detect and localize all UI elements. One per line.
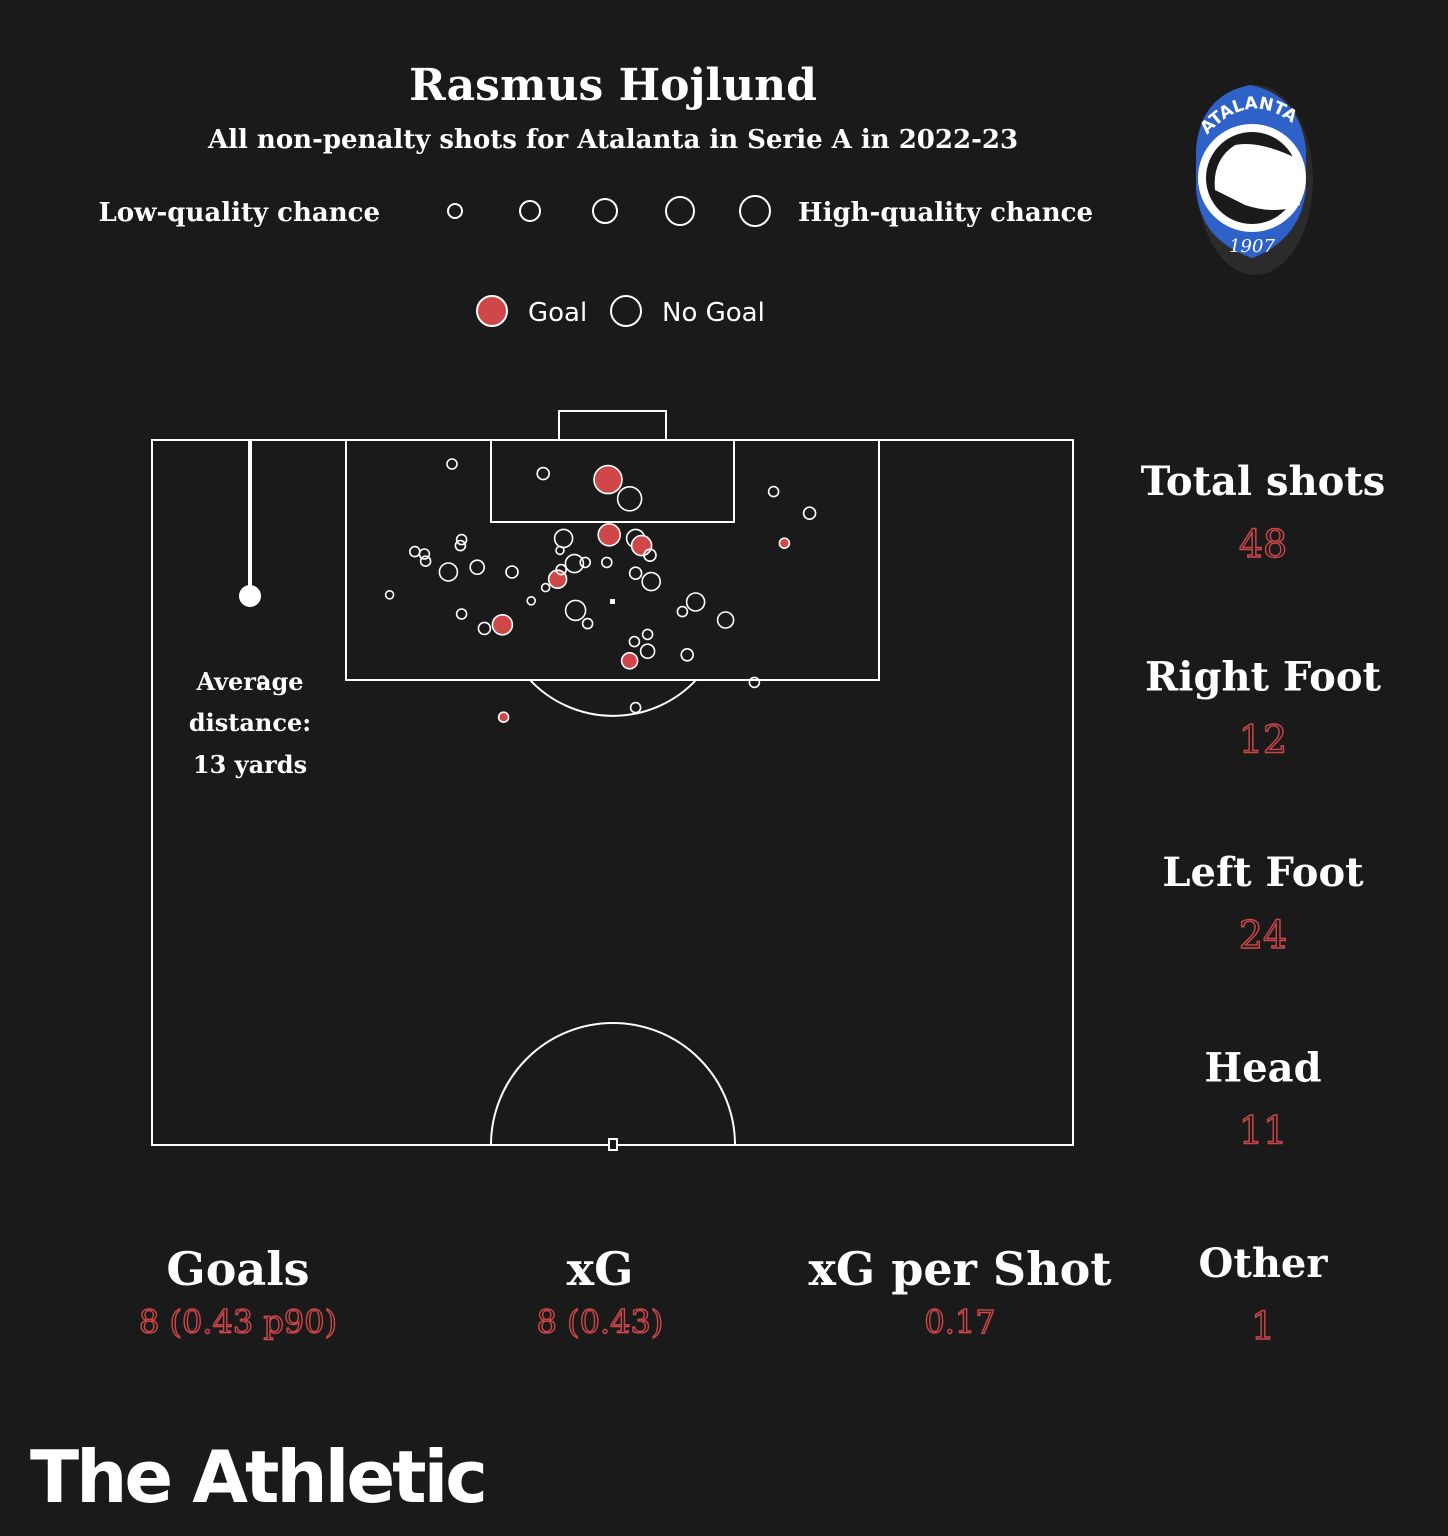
average-label: Average: [195, 667, 303, 696]
pitch: [151, 410, 1074, 1151]
crest: ATALANTA 1907: [1196, 85, 1313, 275]
shot: [454, 539, 467, 552]
shot: [802, 506, 817, 521]
stat-label: Total shots: [1141, 458, 1386, 505]
shot: [555, 545, 565, 556]
shot: [536, 466, 551, 481]
stat-value: 24: [1239, 913, 1287, 957]
shot: [579, 556, 592, 569]
shot: [748, 676, 761, 689]
shot: [505, 565, 519, 579]
shot: [641, 628, 654, 641]
legend-goal-swatch: [476, 295, 508, 327]
shot: [257, 675, 268, 685]
shot-goal: [491, 613, 514, 636]
summary-label: Goals: [166, 1242, 309, 1296]
shot: [676, 605, 689, 618]
shot: [477, 621, 492, 636]
legend-goal: Goal: [528, 298, 587, 328]
shot-goal: [497, 711, 510, 724]
shot: [680, 647, 695, 662]
shot-goal: [630, 534, 653, 557]
shot-goal: [778, 537, 791, 550]
brand: The Athletic: [30, 1435, 485, 1519]
shot: [564, 599, 587, 622]
shot: [767, 485, 780, 498]
average-label: 13 yards: [193, 750, 307, 779]
stat-label: Right Foot: [1145, 654, 1381, 701]
shot: [419, 555, 432, 568]
shot-goal: [593, 464, 623, 495]
average-label: distance:: [189, 708, 311, 737]
shot: [540, 582, 551, 593]
shot-goal: [620, 651, 639, 670]
shot: [438, 562, 459, 582]
shot: [384, 589, 395, 600]
summary-value: 8 (0.43 p90): [139, 1303, 337, 1341]
shot: [616, 485, 643, 512]
legend-no-goal: No Goal: [662, 298, 765, 328]
shot: [555, 563, 568, 576]
quality-legend-circles: [447, 195, 771, 227]
stat-label: Other: [1199, 1240, 1329, 1287]
shot: [685, 592, 706, 612]
shot: [408, 545, 421, 558]
average-dot: [239, 585, 261, 607]
summary-value: 8 (0.43): [537, 1303, 664, 1341]
shot: [581, 617, 594, 630]
legend-low: Low-quality chance: [98, 198, 380, 228]
stat-value: 11: [1239, 1109, 1287, 1153]
stat-label: Head: [1204, 1045, 1321, 1092]
legend-nogoal-swatch: [610, 295, 642, 327]
shot: [641, 571, 662, 592]
crest-year: 1907: [1229, 236, 1275, 257]
subtitle: All non-penalty shots for Atalanta in Se…: [207, 125, 1018, 155]
shot: [629, 701, 642, 714]
penalty-spot: [610, 599, 615, 604]
shot: [628, 635, 641, 648]
summary-label: xG: [567, 1242, 634, 1296]
shot: [418, 548, 431, 560]
shot: [628, 566, 643, 581]
shot: [526, 595, 537, 606]
shot: [455, 533, 468, 546]
stat-value: 12: [1239, 718, 1287, 762]
shot: [564, 553, 585, 574]
shot: [639, 643, 656, 660]
shot: [553, 528, 574, 549]
stat-label: Left Foot: [1162, 849, 1364, 896]
summary-value: 0.17: [924, 1303, 995, 1341]
shot: [716, 611, 735, 629]
shot: [455, 608, 468, 620]
shot-goal: [597, 522, 622, 547]
stat-value: 1: [1251, 1304, 1275, 1348]
stat-value: 48: [1239, 522, 1287, 566]
title: Rasmus Hojlund: [409, 60, 817, 111]
legend-high: High-quality chance: [798, 198, 1093, 228]
summary-label: xG per Shot: [809, 1242, 1113, 1296]
shot: [446, 458, 458, 470]
shot: [469, 559, 486, 576]
shot: [600, 556, 613, 569]
shot: [643, 548, 657, 563]
